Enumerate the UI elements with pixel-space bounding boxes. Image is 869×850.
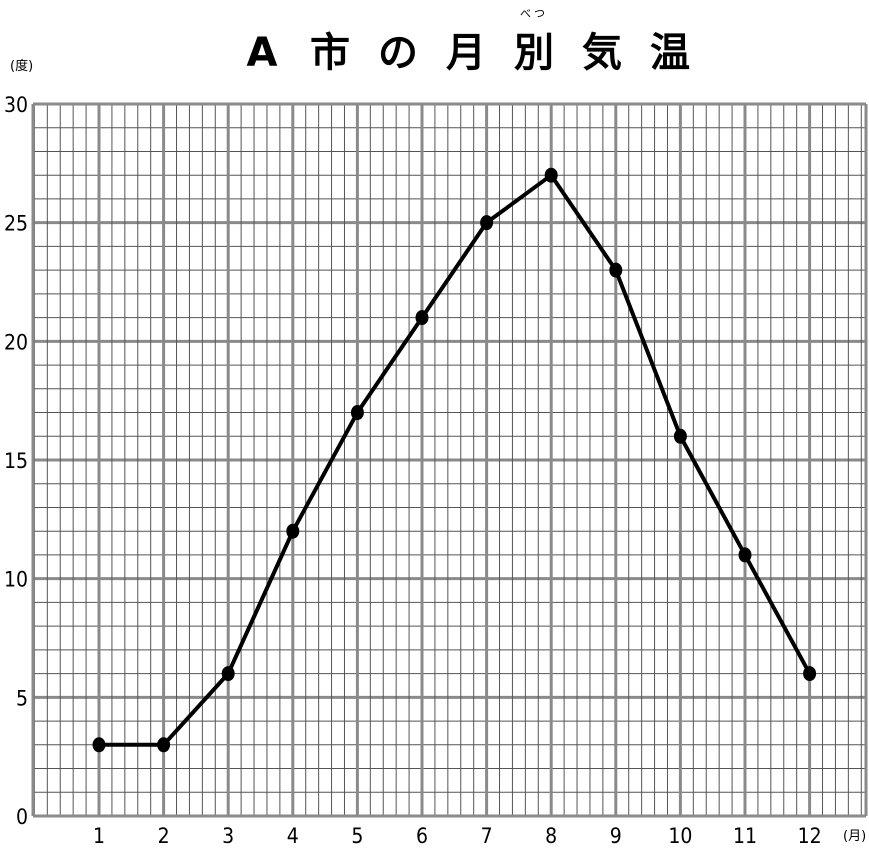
data-point — [738, 547, 752, 563]
y-tick-label: 5 — [16, 686, 28, 710]
x-tick-label: 2 — [158, 824, 170, 848]
x-tick-label: 5 — [351, 824, 363, 848]
y-tick-label: 0 — [16, 805, 28, 829]
title-char: 温 — [650, 30, 690, 76]
data-point — [286, 523, 300, 539]
data-point — [221, 666, 235, 682]
series-line — [99, 173, 812, 747]
data-point — [350, 405, 364, 421]
x-tick-label: 8 — [545, 824, 557, 848]
y-tick-label: 15 — [4, 449, 28, 473]
data-point — [92, 737, 106, 753]
chart-title: A 市の月別 べつ気温 — [247, 7, 690, 76]
title-char: の — [378, 30, 418, 76]
y-tick-label: 30 — [4, 93, 28, 117]
data-point — [609, 262, 623, 278]
y-axis-ticks: 0 5 10 15 20 25 30 — [4, 93, 28, 829]
x-tick-label: 12 — [798, 824, 822, 848]
grid — [31, 102, 868, 818]
data-point — [803, 666, 817, 682]
data-point — [480, 215, 494, 231]
x-tick-label: 3 — [222, 824, 234, 848]
x-tick-label: 4 — [287, 824, 299, 848]
x-tick-label: 9 — [610, 824, 622, 848]
data-point — [673, 428, 687, 444]
x-tick-label: 1 — [93, 824, 105, 848]
data-point — [544, 167, 558, 183]
x-tick-label: 6 — [416, 824, 428, 848]
title-char: A — [247, 30, 278, 76]
x-tick-label: 11 — [733, 824, 757, 848]
y-tick-label: 10 — [4, 568, 28, 592]
title-ruby: べつ — [520, 7, 548, 20]
y-axis-unit-label: (度) — [10, 58, 33, 74]
data-point — [157, 737, 171, 753]
x-axis-unit-label: (月) — [843, 829, 866, 844]
y-tick-label: 20 — [4, 330, 28, 354]
title-char: 月 — [446, 30, 486, 76]
title-char: 市 — [310, 30, 350, 76]
temperature-series — [92, 167, 817, 753]
title-char: 気 — [582, 30, 622, 76]
x-axis-ticks: 1 2 3 4 5 6 7 8 9 10 11 12 — [93, 824, 822, 848]
x-tick-label: 7 — [481, 824, 493, 848]
x-tick-label: 10 — [668, 824, 692, 848]
y-tick-label: 25 — [4, 212, 28, 236]
title-char: 別 — [514, 30, 554, 76]
data-point — [415, 310, 429, 326]
